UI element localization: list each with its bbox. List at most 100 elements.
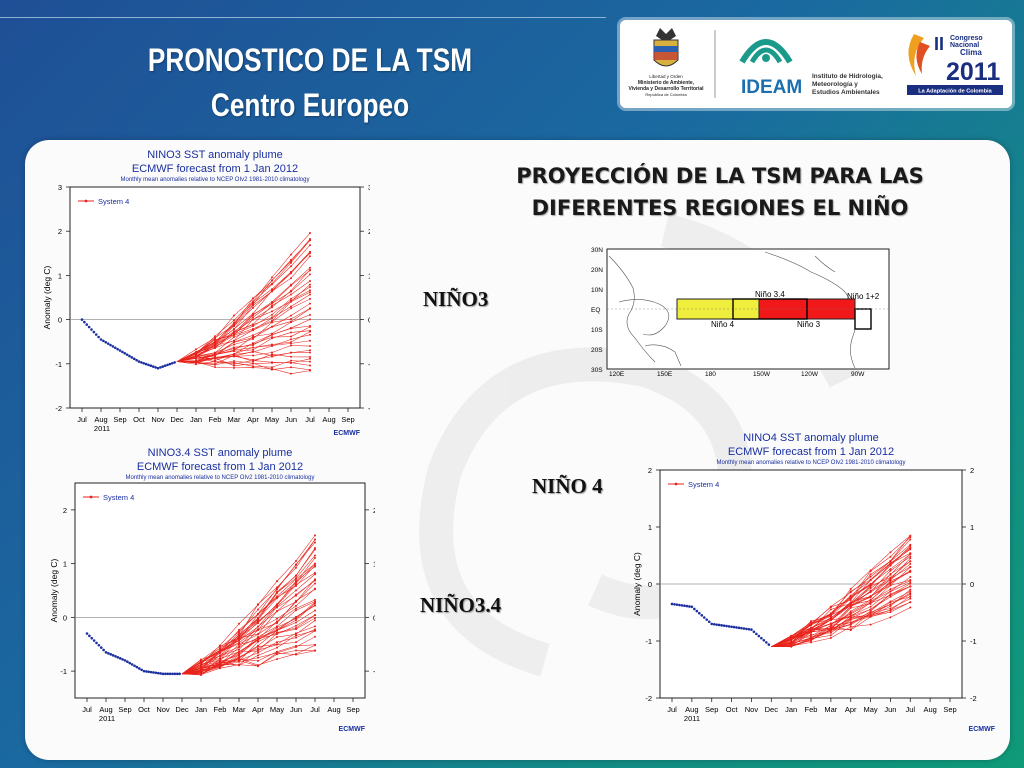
ensemble-point <box>219 663 221 666</box>
ensemble-point <box>238 639 240 642</box>
ideam-name: IDEAM <box>741 77 802 98</box>
ensemble-point <box>314 554 316 557</box>
observed-point <box>126 660 129 664</box>
ensemble-point <box>238 651 240 654</box>
ensemble-member <box>771 553 911 647</box>
ensemble-point <box>238 645 240 648</box>
observed-point <box>132 357 136 361</box>
x-tick-label: Apr <box>252 705 264 714</box>
congreso-line-3: Clima <box>960 48 982 57</box>
ensemble-point <box>790 635 793 638</box>
congreso-tag-bg <box>907 85 1003 95</box>
observed-point <box>85 632 89 635</box>
observed-point <box>702 616 706 619</box>
ensemble-point <box>238 634 240 637</box>
observed-point <box>156 671 160 675</box>
ensemble-point <box>810 620 812 623</box>
ensemble-point <box>252 348 254 351</box>
section-heading: PROYECCIÓN DE LA TSM PARA LAS DIFERENTES… <box>470 160 970 224</box>
ensemble-point <box>295 636 297 639</box>
observed-point <box>88 634 91 638</box>
ensemble-point <box>252 303 254 306</box>
ensemble-point <box>271 304 273 307</box>
ensemble-point <box>849 625 852 628</box>
region-label-nino34: Niño 3.4 <box>755 290 785 299</box>
ensemble-point <box>233 339 235 342</box>
ensemble-point <box>309 333 311 336</box>
ensemble-point <box>252 318 254 321</box>
observed-point <box>97 643 101 647</box>
observed-point <box>752 630 756 634</box>
chart-nino4: NINO4 SST anomaly plume ECMWF forecast fr… <box>632 432 996 733</box>
ensemble-point <box>290 317 292 320</box>
y-tick-label: 0 <box>368 316 370 325</box>
ensemble-point <box>889 562 892 565</box>
x-tick-label: Sep <box>118 705 131 714</box>
ensemble-point <box>214 366 216 369</box>
chart-credit: ECMWF <box>969 726 996 733</box>
ensemble-point <box>276 658 278 661</box>
ensemble-point <box>214 337 216 340</box>
ensemble-member <box>176 350 311 362</box>
x-tick-label: Aug <box>923 705 936 714</box>
x-tick-label: Jul <box>310 705 320 714</box>
observed-point <box>147 363 150 367</box>
label-nino34: NIÑO3.4 <box>420 593 502 617</box>
ensemble-point <box>295 649 297 652</box>
observed-point <box>142 361 146 365</box>
ensemble-point <box>233 364 235 367</box>
ensemble-member <box>176 240 311 362</box>
ensemble-point <box>252 314 254 317</box>
ensemble-point <box>271 276 273 279</box>
ensemble-point <box>869 610 872 613</box>
observed-point <box>757 634 761 638</box>
ensemble-point <box>290 372 292 375</box>
observed-point <box>123 659 127 662</box>
ensemble-point <box>295 646 297 649</box>
ensemble-point <box>309 244 311 247</box>
ensemble-point <box>276 622 278 625</box>
observed-point <box>144 362 148 366</box>
ensemble-point <box>309 280 311 283</box>
ensemble-point <box>889 564 892 567</box>
ensemble-point <box>810 628 812 631</box>
y-tick-label: 2 <box>970 466 974 475</box>
ensemble-point <box>200 667 202 670</box>
slide-title: PRONOSTICO DE LA TSM Centro Europeo <box>105 38 515 128</box>
ensemble-point <box>869 605 872 608</box>
ensemble-point <box>290 338 292 341</box>
observed-point <box>698 611 701 615</box>
ensemble-point <box>309 355 311 358</box>
map-lon-label: 150E <box>657 371 673 378</box>
chart-credit: ECMWF <box>334 430 361 437</box>
ensemble-point <box>309 273 311 276</box>
ensemble-point <box>295 581 297 584</box>
ensemble-point <box>271 361 273 364</box>
observed-point <box>85 323 89 326</box>
observed-point <box>147 670 151 674</box>
observed-point <box>99 338 103 341</box>
ensemble-point <box>314 571 316 574</box>
ensemble-point <box>219 657 221 660</box>
observed-point <box>727 625 731 628</box>
observed-point <box>123 352 127 355</box>
ensemble-point <box>271 282 273 285</box>
ensemble-member <box>771 535 911 647</box>
x-tick-label: Nov <box>151 415 165 424</box>
ensemble-point <box>233 335 235 338</box>
ensemble-point <box>829 619 832 622</box>
observed-point <box>170 361 174 365</box>
ensemble-point <box>889 600 892 603</box>
ensemble-point <box>889 551 892 554</box>
ensemble-member <box>176 308 311 362</box>
forecast-plume <box>181 534 316 676</box>
x-tick-label: Apr <box>247 415 259 424</box>
ensemble-point <box>290 305 292 308</box>
ensemble-member <box>176 319 311 362</box>
ensemble-point <box>849 594 852 597</box>
ensemble-point <box>257 650 259 653</box>
ensemble-point <box>233 359 235 362</box>
ensemble-point <box>252 334 254 337</box>
ensemble-point <box>238 628 240 631</box>
ensemble-point <box>252 306 254 309</box>
